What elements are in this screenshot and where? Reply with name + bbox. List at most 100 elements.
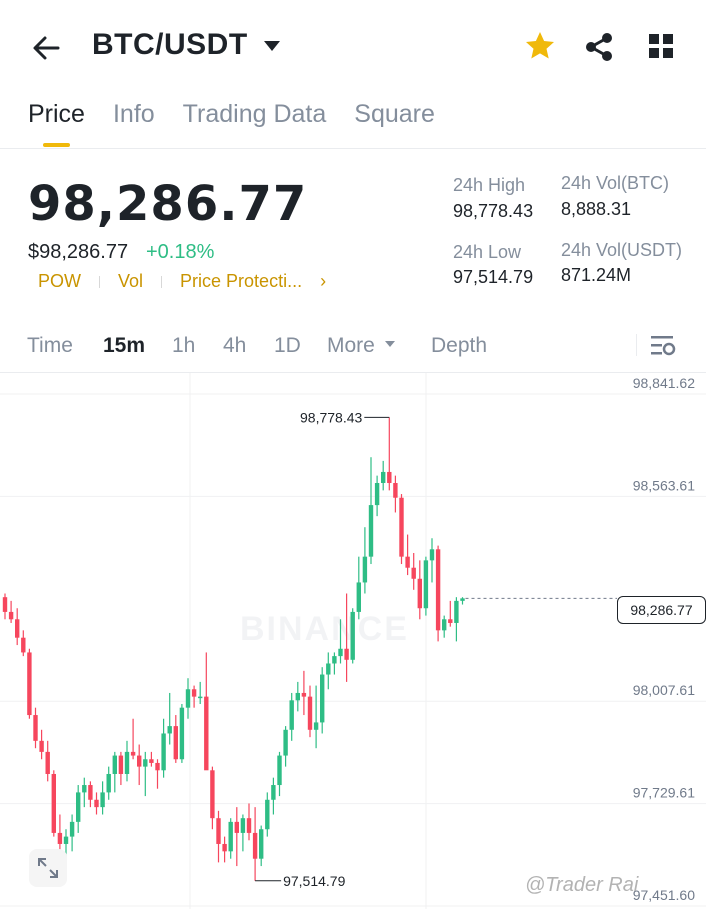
candle-body: [69, 821, 75, 837]
tab-info[interactable]: Info: [112, 100, 155, 128]
interval-time[interactable]: Time: [27, 334, 73, 357]
candle: [94, 792, 99, 815]
candle-body: [155, 762, 160, 771]
candle-body: [399, 497, 404, 557]
candle-body: [252, 832, 258, 859]
candle: [124, 740, 130, 782]
back-arrow-icon[interactable]: [28, 30, 64, 66]
candle-body: [454, 600, 459, 623]
low-annotation: 97,514.79: [283, 873, 345, 889]
chevron-right-icon[interactable]: ›: [320, 271, 327, 291]
last-price: 98,286.77: [28, 176, 308, 232]
candle: [405, 534, 410, 576]
candle: [344, 593, 349, 682]
candle: [149, 751, 154, 767]
interval-bar: Time 15m 1h 4h 1D More Depth: [0, 330, 706, 364]
candle: [100, 781, 105, 815]
candle-body: [356, 582, 361, 612]
candle: [448, 600, 453, 627]
candle: [411, 552, 416, 590]
tab-square[interactable]: Square: [354, 100, 435, 128]
caret-down-icon[interactable]: [384, 340, 396, 348]
candle-body: [51, 773, 56, 833]
caret-down-icon[interactable]: [262, 40, 282, 52]
candle: [106, 766, 111, 800]
main-tabs: Price Info Trading Data Square: [28, 100, 435, 140]
candle-body: [63, 836, 69, 844]
tab-trading-data[interactable]: Trading Data: [182, 100, 327, 128]
tag-row: POW Vol Price Protecti... ›: [38, 271, 326, 292]
candle: [289, 692, 294, 741]
candle: [240, 814, 246, 852]
candle-body: [338, 648, 343, 657]
candle: [69, 814, 75, 852]
expand-chart-button[interactable]: [29, 849, 67, 887]
candle-body: [216, 818, 221, 844]
candle: [259, 825, 264, 867]
pair-title[interactable]: BTC/USDT: [92, 28, 248, 61]
share-icon[interactable]: [583, 31, 615, 63]
candle: [198, 681, 203, 705]
candle-body: [435, 549, 441, 631]
candle: [362, 527, 368, 594]
tab-depth[interactable]: Depth: [431, 334, 488, 357]
candle-body: [259, 829, 264, 859]
divider: [636, 334, 637, 356]
candle: [368, 457, 374, 565]
candle-body: [21, 637, 26, 653]
candle: [320, 667, 325, 734]
candle: [338, 619, 343, 664]
candle: [265, 792, 270, 837]
vol-usdt-value: 871.24M: [561, 265, 632, 285]
candle: [130, 718, 136, 760]
candle-body: [45, 751, 50, 774]
y-axis: 98,841.62 98,563.61 98,007.61 97,729.61 97,4…: [633, 375, 695, 903]
candle: [460, 597, 465, 605]
candle-body: [326, 663, 331, 675]
candle: [435, 545, 441, 642]
candle-body: [39, 740, 44, 752]
candle-body: [246, 818, 252, 833]
chart-grid: [0, 373, 706, 909]
candle: [33, 707, 38, 749]
candle-body: [33, 715, 38, 741]
candlestick-chart[interactable]: 98,778.43 97,514.79 98,841.6298,563.6198,…: [0, 373, 706, 909]
high-annotation: 98,778.43: [300, 409, 362, 425]
candle: [350, 608, 355, 664]
candle-body: [57, 832, 63, 844]
candle: [204, 652, 209, 771]
candle-body: [88, 785, 93, 800]
star-icon[interactable]: [524, 30, 556, 62]
candle-body: [100, 792, 105, 808]
chart-settings-icon[interactable]: [650, 334, 676, 358]
candle: [173, 715, 178, 763]
candle: [51, 770, 56, 837]
candle: [143, 751, 148, 797]
grid-icon[interactable]: [648, 33, 674, 59]
interval-15m[interactable]: 15m: [103, 334, 146, 357]
candles: [2, 417, 465, 881]
candle-body: [332, 656, 337, 664]
candle-body: [301, 692, 307, 697]
candle: [191, 685, 197, 708]
candle-body: [289, 700, 294, 730]
candle: [271, 777, 276, 815]
tag-pow[interactable]: POW: [38, 271, 81, 291]
interval-4h[interactable]: 4h: [223, 334, 247, 357]
candle-body: [417, 578, 422, 609]
tag-price-protection[interactable]: Price Protecti...: [180, 271, 303, 291]
candle: [381, 460, 386, 491]
candle-body: [271, 785, 276, 800]
candle: [179, 704, 185, 763]
candle-body: [204, 696, 209, 771]
candle: [2, 593, 8, 620]
candle: [423, 556, 429, 616]
divider: [0, 148, 706, 149]
candle: [374, 475, 380, 517]
tag-vol[interactable]: Vol: [118, 271, 144, 291]
interval-1h[interactable]: 1h: [172, 334, 196, 357]
candle-body: [228, 821, 233, 852]
interval-1d[interactable]: 1D: [274, 334, 301, 357]
interval-more[interactable]: More: [327, 334, 375, 357]
tab-price[interactable]: Price: [28, 100, 85, 128]
